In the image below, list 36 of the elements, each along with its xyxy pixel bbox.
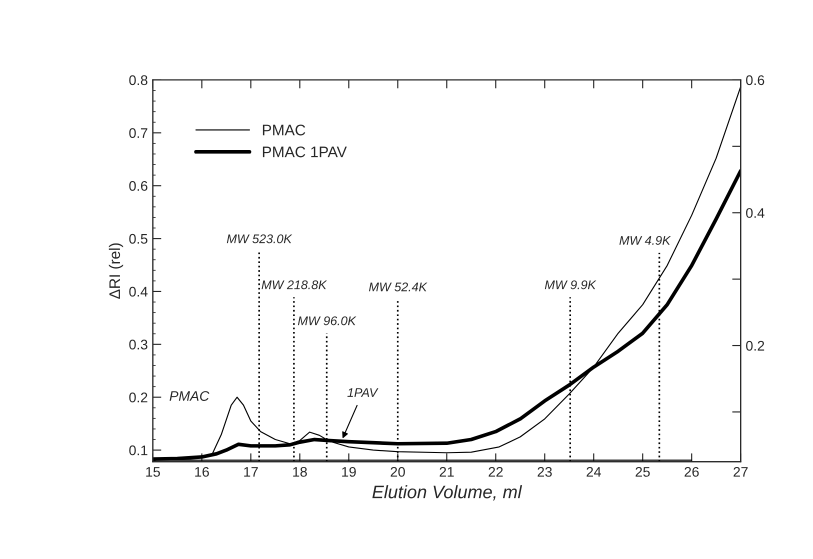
annotation: MW 4.9K: [619, 236, 671, 245]
y-tick-label: 0.8: [129, 75, 148, 86]
x-tick-label: 25: [636, 466, 650, 477]
annotation: MW 523.0K: [226, 234, 292, 244]
y-tick-label: 0.5: [129, 234, 148, 244]
y-axis-title: ΔRI (rel): [108, 243, 124, 299]
y-tick-label: 0.3: [129, 340, 148, 350]
y-tick-label: 0.7: [129, 128, 148, 138]
y-tick-label: 0.2: [129, 392, 148, 402]
x-tick-label: 26: [684, 466, 699, 477]
y-tick-label: 0.4: [129, 286, 148, 297]
y2-tick-label: 0.4: [746, 208, 764, 218]
x-tick-label: 16: [195, 466, 209, 477]
y2-tick-label: 0.6: [746, 75, 764, 86]
legend-label: PMAC: [262, 124, 306, 136]
x-tick-label: 21: [440, 466, 454, 477]
annotation: MW 96.0K: [298, 316, 356, 326]
annotation: 1PAV: [347, 388, 378, 397]
x-tick-label: 24: [586, 466, 602, 477]
y-tick-label: 0.1: [129, 445, 148, 456]
annotation: MW 52.4K: [368, 282, 428, 292]
x-tick-label: 19: [342, 466, 356, 477]
x-tick-label: 18: [293, 466, 307, 477]
x-tick-label: 20: [390, 466, 405, 477]
annotation: MW 218.8K: [262, 280, 328, 290]
annotation: PMAC: [170, 391, 210, 401]
y-tick-label: 0.6: [129, 181, 148, 191]
legend-label: PMAC 1PAV: [262, 146, 347, 158]
y2-tick-label: 0.2: [746, 340, 764, 351]
x-axis-title: Elution Volume, ml: [372, 485, 522, 500]
x-tick-label: 22: [488, 466, 503, 477]
x-tick-label: 23: [538, 466, 552, 477]
annotation: MW 9.9K: [544, 280, 596, 290]
x-tick-label: 15: [146, 467, 160, 477]
x-tick-label: 27: [734, 466, 748, 477]
x-tick-label: 17: [244, 467, 258, 477]
